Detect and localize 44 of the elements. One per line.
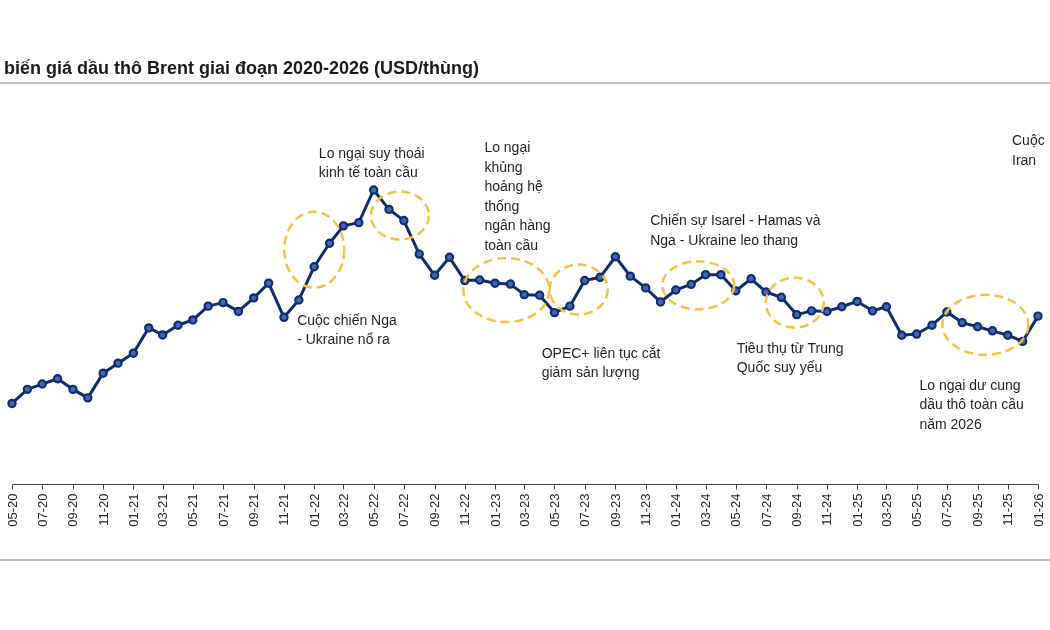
x-tick-label: 01-26 xyxy=(1030,493,1046,527)
annotation: Cuộc chiến Nga - Ukraine nổ ra xyxy=(297,311,398,348)
x-tick-label: 01-25 xyxy=(849,493,865,527)
x-tick-label: 11-21 xyxy=(276,493,292,526)
x-tick-label: 01-21 xyxy=(125,493,141,527)
text: Cuộc Iran xyxy=(1012,132,1045,168)
x-tick-label: 05-25 xyxy=(909,493,925,527)
annotation: Lo ngại khủng hoảng hệ thống ngân hàng toàn cầu xyxy=(484,139,551,253)
x-tick-label: 09-20 xyxy=(65,493,81,527)
x-tick-label: 03-24 xyxy=(698,493,714,527)
x-tick-label: 03-25 xyxy=(878,493,894,527)
x-tick-label: 11-20 xyxy=(95,493,111,526)
x-tick-label: 01-24 xyxy=(668,493,684,527)
x-tick-label: 05-20 xyxy=(4,493,20,527)
x-tick-label: 05-24 xyxy=(728,493,744,527)
x-tick-label: 07-23 xyxy=(577,493,593,527)
x-tick-label: 07-24 xyxy=(758,493,774,527)
x-tick-label: 09-24 xyxy=(789,493,805,527)
text: Lo ngại suy thoái kinh tế toàn cầu xyxy=(318,144,425,181)
annotation: Tiêu thụ từ Trung Quốc suy yếu xyxy=(736,339,844,376)
x-tick-label: 03-23 xyxy=(516,493,532,527)
x-tick-label: 01-22 xyxy=(306,493,322,527)
x-tick-label: 09-25 xyxy=(970,493,986,527)
chart-title: biến giá dầu thô Brent giai đoạn 2020-2026 (USD/thùng) xyxy=(4,57,480,78)
x-tick-label: 07-22 xyxy=(396,493,412,527)
x-tick-label: 09-22 xyxy=(427,493,443,527)
x-tick-label: 11-25 xyxy=(1000,493,1016,526)
x-tick-label: 09-21 xyxy=(246,493,262,527)
x-tick-label: 03-22 xyxy=(335,493,351,527)
x-tick-label: 03-21 xyxy=(155,493,171,527)
annotation: OPEC+ liên tục cắt giảm sản lượng xyxy=(541,344,661,381)
x-tick-label: 07-21 xyxy=(215,493,231,527)
x-tick-label: 05-22 xyxy=(366,493,382,527)
x-tick-label: 05-23 xyxy=(546,493,562,527)
x-tick-label: 11-22 xyxy=(457,493,473,526)
x-tick-label: 01-23 xyxy=(487,493,503,527)
x-tick-label: 07-20 xyxy=(34,493,50,527)
x-tick-label: 11-23 xyxy=(638,493,654,526)
x-tick-label: 07-25 xyxy=(939,493,955,527)
x-tick-label: 05-21 xyxy=(185,493,201,527)
x-tick-label: 09-23 xyxy=(607,493,623,527)
annotation: Chiến sự Isarel - Hamas và Nga - Ukraine leo thang xyxy=(650,212,821,248)
x-tick-label: 11-24 xyxy=(819,493,835,526)
annotation: Lo ngại dư cung dầu thô toàn cầu năm 2026 xyxy=(919,376,1024,432)
